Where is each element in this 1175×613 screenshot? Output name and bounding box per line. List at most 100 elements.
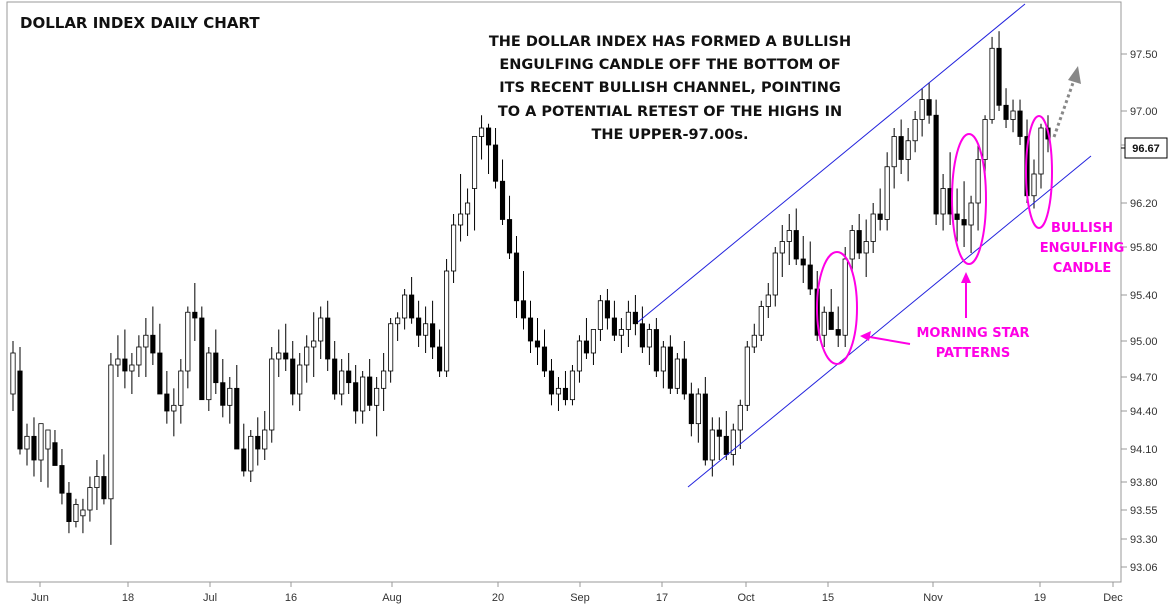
candle — [520, 271, 527, 330]
candle — [325, 300, 331, 371]
candle — [926, 82, 932, 124]
candle — [17, 347, 23, 455]
candle — [178, 359, 184, 424]
candle-body-down — [325, 317, 331, 360]
candle-body-down — [416, 317, 422, 336]
candle-body-down — [702, 393, 708, 461]
candle — [262, 411, 268, 460]
x-axis-ticks: Jun 18 Jul 16 Aug 20 Sep 17 Oct 15 Nov 19 Dec — [31, 582, 1123, 604]
candle-body-down — [346, 370, 352, 384]
candle — [185, 306, 191, 389]
candle — [304, 335, 310, 383]
candle — [499, 159, 506, 225]
candle-body-down — [828, 311, 834, 330]
candle-body-up — [395, 317, 401, 325]
annotation-line-3: ITS RECENT BULLISH CHANNEL, POINTING — [499, 80, 841, 96]
candle — [793, 208, 799, 265]
candle — [856, 214, 862, 259]
candle-body-up — [227, 387, 233, 406]
candle-body-down — [192, 311, 198, 319]
candle-body-up — [863, 241, 869, 254]
candle-body-down — [527, 317, 534, 342]
candle-body-down — [877, 213, 883, 220]
candle — [24, 423, 30, 466]
candle — [730, 423, 736, 466]
candle — [234, 365, 240, 450]
candle-body-up — [625, 311, 631, 330]
candle-body-up — [381, 370, 387, 389]
candle-body-up — [849, 230, 855, 260]
candle — [639, 306, 645, 353]
candle — [842, 247, 848, 347]
candle — [849, 225, 855, 271]
candle — [660, 341, 666, 389]
candle — [248, 430, 254, 482]
candle — [996, 31, 1002, 111]
candle-body-up — [919, 99, 925, 120]
candle-body-down — [52, 442, 58, 466]
candle-body-down — [199, 317, 205, 401]
candle-body-down — [150, 334, 156, 354]
candle-body-down — [667, 346, 673, 389]
candle-body-up — [115, 358, 121, 366]
candle-body-down — [485, 127, 492, 146]
current-price-label: 96.67 — [1132, 143, 1160, 155]
y-tick-label: 97.00 — [1130, 106, 1158, 118]
candle — [199, 306, 205, 401]
candle — [395, 312, 401, 341]
morning-star-highlight-2 — [951, 133, 987, 265]
x-tick-label: 19 — [1034, 592, 1046, 604]
candle — [283, 323, 289, 371]
candle-body-up — [10, 352, 16, 395]
candle-body-up — [646, 329, 652, 348]
candle — [604, 289, 610, 330]
candle-body-down — [164, 393, 170, 412]
y-tick-label: 93.30 — [1130, 534, 1158, 546]
candle-body-up — [730, 429, 736, 455]
candle — [227, 377, 233, 424]
candle — [108, 353, 114, 545]
candle — [492, 128, 499, 189]
candle — [611, 300, 617, 341]
candle-body-down — [548, 370, 555, 395]
candle — [213, 329, 219, 394]
candle — [388, 318, 394, 383]
candle — [828, 289, 834, 330]
candle — [625, 300, 631, 347]
candle-body-down — [632, 311, 638, 325]
candle — [1038, 123, 1044, 189]
candle-body-up — [38, 423, 44, 461]
candle-body-down — [506, 219, 513, 254]
candle — [772, 247, 778, 307]
candle — [548, 359, 555, 406]
candle-body-down — [898, 136, 904, 160]
candle — [80, 498, 86, 534]
candle-body-up — [618, 329, 624, 336]
candle-body-up — [304, 346, 310, 366]
candle-body-down — [241, 448, 247, 472]
candle — [192, 283, 198, 341]
candle-body-down — [367, 376, 373, 406]
candle — [485, 123, 492, 174]
candle — [31, 417, 37, 477]
candle-body-up — [248, 435, 254, 472]
candle — [143, 318, 149, 377]
candle-body-up — [297, 364, 303, 395]
candle — [318, 306, 324, 359]
candle — [1031, 159, 1037, 209]
candle — [94, 460, 100, 510]
candle — [653, 318, 659, 377]
candle-body-down — [800, 258, 806, 266]
candle-body-down — [933, 114, 939, 215]
candle — [933, 99, 939, 225]
candle-body-up — [569, 370, 576, 401]
annotation-paragraph: THE DOLLAR INDEX HAS FORMED A BULLISH EN… — [489, 34, 851, 143]
candle-body-up — [821, 311, 827, 336]
candle-body-up — [940, 188, 946, 215]
x-tick-label: Sep — [570, 592, 590, 604]
annotation-line-1: THE DOLLAR INDEX HAS FORMED A BULLISH — [489, 34, 851, 50]
candle-body-down — [856, 230, 862, 254]
y-axis-ticks: 97.5097.0096.6096.2095.8095.4095.0094.70… — [1121, 49, 1158, 574]
y-tick-label: 95.00 — [1130, 336, 1158, 348]
